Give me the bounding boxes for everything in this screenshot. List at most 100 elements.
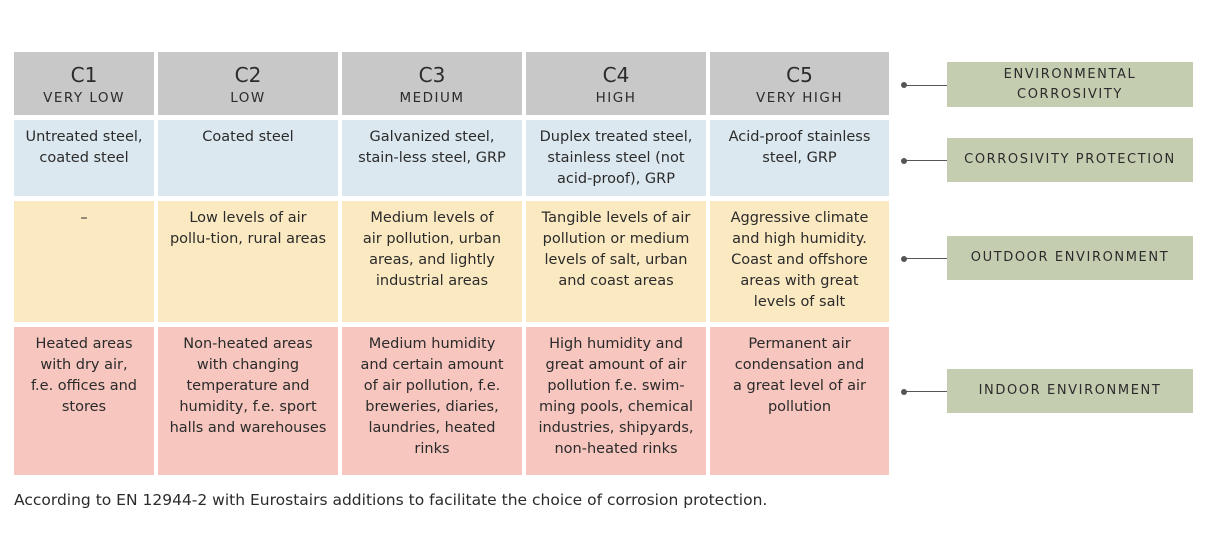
connector-line — [904, 84, 947, 86]
class-code: C2 — [234, 63, 262, 87]
connector-dot — [901, 255, 907, 262]
table-cell: Untreated steel, coated steel — [14, 120, 154, 196]
cell-text: areas, and lightly — [369, 252, 495, 268]
row-label-text: OUTDOOR ENVIRONMENT — [970, 250, 1170, 265]
cell-text: acid-proof), GRP — [557, 171, 675, 187]
cell-text: pollution or medium — [542, 231, 690, 247]
cell-text: levels of salt — [753, 294, 846, 310]
cell-text: air pollution, urban — [362, 231, 502, 247]
cell-text: with dry air, — [40, 357, 128, 373]
cell-text: ming pools, chemical — [538, 399, 694, 415]
cell-text: Coast and offshore — [731, 252, 868, 268]
table-cell: Acid-proof stainless steel, GRP — [710, 120, 889, 196]
cell-text: Tangible levels of air — [541, 210, 691, 226]
row-label: CORROSIVITY PROTECTION — [947, 138, 1193, 182]
cell-text: non-heated rinks — [554, 441, 678, 457]
cell-text: – — [80, 210, 88, 226]
cell-text: steel, GRP — [762, 150, 837, 166]
cell-text: Duplex treated steel, — [539, 129, 693, 145]
table-cell: Medium humidity and certain amount of air … — [342, 327, 522, 475]
table-cell: Coated steel — [158, 120, 338, 196]
class-level: LOW — [230, 90, 266, 106]
class-level: HIGH — [595, 90, 637, 106]
header-cell: C1 VERY LOW — [14, 52, 154, 115]
cell-text: great amount of air — [545, 357, 687, 373]
cell-text: High humidity and — [549, 336, 683, 352]
table-cell: Duplex treated steel, stainless steel (no… — [526, 120, 706, 196]
cell-text: Non-heated areas — [183, 336, 313, 352]
connector-dot — [901, 388, 907, 395]
cell-text: Heated areas — [35, 336, 133, 352]
row-label-text: CORROSIVITY PROTECTION — [964, 152, 1176, 167]
cell-text: a great level of air — [733, 378, 866, 394]
class-level: VERY HIGH — [755, 90, 844, 106]
class-code: C1 — [70, 63, 98, 87]
footnote: According to EN 12944-2 with Eurostairs … — [14, 491, 768, 509]
cell-text: stainless steel (not — [547, 150, 685, 166]
cell-text: stain-less steel, GRP — [358, 150, 506, 166]
class-code: C5 — [786, 63, 813, 87]
header-cell: C4 HIGH — [526, 52, 706, 115]
class-code: C3 — [418, 63, 446, 87]
cell-text: areas with great — [740, 273, 859, 289]
cell-text: industries, shipyards, — [538, 420, 694, 436]
cell-text: temperature and — [186, 378, 310, 394]
table-cell: Galvanized steel, stain-less steel, GRP — [342, 120, 522, 196]
table-cell: Non-heated areas with changing temperature… — [158, 327, 338, 475]
cell-text: stores — [61, 399, 107, 415]
cell-text: pollu-tion, rural areas — [169, 231, 327, 247]
connector-dot — [901, 82, 907, 88]
cell-text: Medium humidity — [368, 336, 496, 352]
cell-text: halls and warehouses — [169, 420, 327, 436]
table-cell: Heated areas with dry air, f.e. offices an… — [14, 327, 154, 475]
cell-text: and certain amount — [360, 357, 504, 373]
cell-text: Galvanized steel, — [369, 129, 495, 145]
row-label: INDOOR ENVIRONMENT — [947, 369, 1193, 413]
cell-text: f.e. offices and — [30, 378, 138, 394]
table-cell: High humidity and great amount of air poll… — [526, 327, 706, 475]
connector-dot — [901, 157, 907, 164]
cell-text: Acid-proof stainless — [728, 129, 871, 145]
class-code: C4 — [602, 63, 630, 87]
class-level: VERY LOW — [43, 90, 125, 106]
cell-text: levels of salt, urban — [544, 252, 688, 268]
cell-text: Permanent air — [748, 336, 851, 352]
table-cell: Tangible levels of air pollution or mediu… — [526, 201, 706, 322]
row-label-text: CORROSIVITY — [1017, 86, 1123, 102]
cell-text: and high humidity. — [732, 231, 867, 247]
cell-text: rinks — [414, 441, 450, 457]
cell-text: with changing — [196, 357, 300, 373]
cell-text: humidity, f.e. sport — [179, 399, 317, 415]
cell-text: Low levels of air — [189, 210, 307, 226]
row-label-text: INDOOR ENVIRONMENT — [978, 383, 1162, 398]
cell-text: laundries, heated — [368, 420, 496, 436]
header-cell: C2 LOW — [158, 52, 338, 115]
table-cell: – — [14, 201, 154, 322]
cell-text: Coated steel — [202, 129, 294, 145]
cell-text: condensation and — [734, 357, 865, 373]
cell-text: pollution f.e. swim- — [547, 378, 685, 394]
cell-text: of air pollution, f.e. — [363, 378, 501, 394]
connector-line — [904, 160, 947, 161]
table-cell: Permanent air condensation and a great lev… — [710, 327, 889, 475]
table-cell: Aggressive climate and high humidity. Coas… — [710, 201, 889, 322]
table-cell: Medium levels of air pollution, urban area… — [342, 201, 522, 322]
cell-text: coated steel — [39, 150, 129, 166]
cell-text: breweries, diaries, — [365, 399, 499, 415]
connector-line — [904, 391, 947, 392]
connector-line — [904, 258, 947, 259]
cell-text: pollution — [767, 399, 832, 415]
cell-text: Untreated steel, — [25, 129, 143, 145]
cell-text: and coast areas — [558, 273, 674, 289]
row-label-text: ENVIRONMENTAL — [1003, 66, 1137, 82]
table-cell: Low levels of air pollu-tion, rural areas — [158, 201, 338, 322]
header-cell: C5 VERY HIGH — [710, 52, 889, 115]
cell-text: Medium levels of — [370, 210, 494, 226]
cell-text: industrial areas — [375, 273, 489, 289]
class-level: MEDIUM — [399, 90, 465, 106]
cell-text: Aggressive climate — [730, 210, 869, 226]
row-label: OUTDOOR ENVIRONMENT — [947, 236, 1193, 280]
header-cell: C3 MEDIUM — [342, 52, 522, 115]
row-label: ENVIRONMENTAL CORROSIVITY — [947, 62, 1193, 107]
